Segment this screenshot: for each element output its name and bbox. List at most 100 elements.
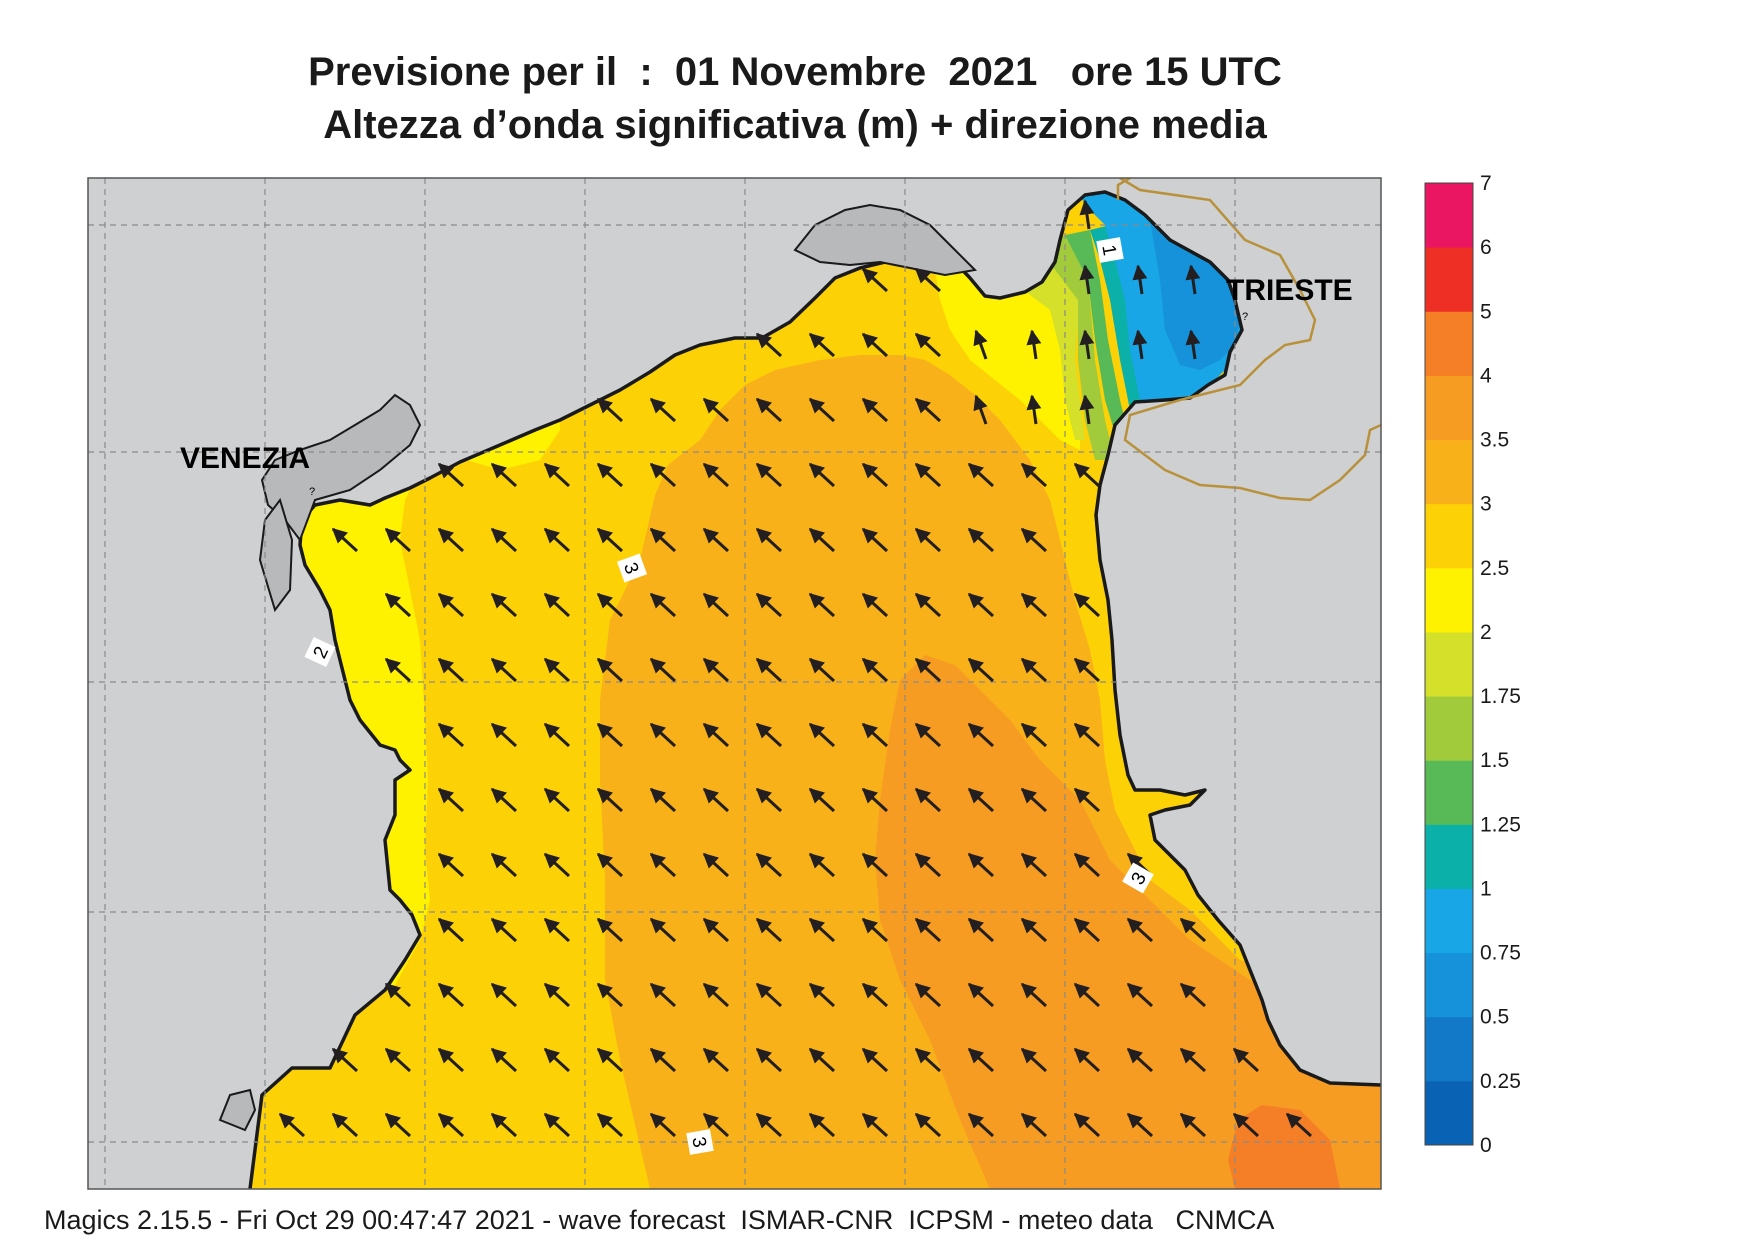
- wave-band-1-1.25: [1090, 225, 1150, 410]
- wave-arrow: [596, 592, 624, 618]
- wave-arrow: [808, 982, 836, 1008]
- wave-arrow: [702, 657, 730, 683]
- map-frame: [87, 177, 1382, 1190]
- legend-swatch: [1425, 696, 1473, 761]
- wave-arrow: [755, 982, 783, 1008]
- wave-arrow: [755, 332, 783, 358]
- wave-arrow: [384, 592, 412, 618]
- wave-arrow: [967, 657, 995, 683]
- wave-arrow: [967, 852, 995, 878]
- wave-arrow: [596, 917, 624, 943]
- wave-arrow: [1073, 657, 1101, 683]
- wave-arrow: [1179, 982, 1207, 1008]
- wave-arrow: [596, 657, 624, 683]
- wave-arrow: [914, 787, 942, 813]
- wave-arrow: [1132, 264, 1148, 295]
- wave-arrow: [543, 462, 571, 488]
- wave-arrow: [490, 787, 518, 813]
- wave-arrow: [861, 722, 889, 748]
- legend-tick-label: 1: [1480, 877, 1492, 900]
- wave-arrow: [649, 462, 677, 488]
- wave-arrow: [1232, 1112, 1260, 1138]
- wave-arrow: [808, 1047, 836, 1073]
- wave-band-4-5: [1228, 1105, 1340, 1189]
- wave-arrow: [808, 397, 836, 423]
- legend-swatch: [1425, 1016, 1473, 1082]
- wave-arrow: [490, 527, 518, 553]
- wave-arrow: [490, 982, 518, 1008]
- wave-arrow: [1020, 1112, 1048, 1138]
- wave-arrow: [384, 1047, 412, 1073]
- wave-arrow: [1179, 917, 1207, 943]
- wave-arrow: [967, 917, 995, 943]
- wave-arrow: [755, 1047, 783, 1073]
- wave-arrow: [596, 462, 624, 488]
- wave-arrow: [702, 1047, 730, 1073]
- map-subtitle: Altezza d’onda significativa (m) + direz…: [323, 103, 1267, 147]
- wave-arrow: [649, 1047, 677, 1073]
- wave-arrow: [490, 462, 518, 488]
- legend-tick-label: 0.5: [1480, 1006, 1509, 1029]
- wave-arrow: [543, 527, 571, 553]
- wave-arrow: [755, 657, 783, 683]
- wave-arrow: [1020, 787, 1048, 813]
- wave-arrow: [1073, 1047, 1101, 1073]
- wave-arrow: [808, 462, 836, 488]
- contour-label: 2: [304, 636, 336, 668]
- venice-lagoon: [260, 393, 422, 543]
- wave-arrow: [914, 267, 942, 293]
- contour-label: 3: [1122, 862, 1154, 894]
- wave-arrow: [755, 527, 783, 553]
- wave-arrow: [649, 852, 677, 878]
- wave-arrow: [1020, 462, 1048, 488]
- wave-arrow: [1020, 722, 1048, 748]
- trieste-marker: ?: [1242, 311, 1248, 323]
- svg-text:1: 1: [1097, 243, 1120, 257]
- wave-arrow: [278, 1112, 306, 1138]
- wave-arrow: [967, 462, 995, 488]
- wave-arrow: [649, 787, 677, 813]
- wave-arrow: [755, 1112, 783, 1138]
- wave-arrow: [755, 462, 783, 488]
- wave-arrow: [1185, 329, 1201, 360]
- wave-arrow: [1079, 199, 1095, 230]
- wave-arrow: [596, 852, 624, 878]
- wave-arrow: [331, 527, 359, 553]
- wave-arrow: [702, 462, 730, 488]
- wave-arrow: [861, 267, 889, 293]
- legend-swatch: [1425, 247, 1473, 312]
- wave-arrow: [596, 397, 624, 423]
- wave-arrow: [808, 332, 836, 358]
- wave-arrow: [914, 917, 942, 943]
- wave-arrow: [914, 527, 942, 553]
- legend-swatch: [1425, 952, 1473, 1018]
- island-lido: [258, 497, 294, 613]
- wave-arrow: [490, 592, 518, 618]
- wave-arrow: [490, 1112, 518, 1138]
- wave-arrow: [861, 527, 889, 553]
- wave-arrow: [967, 527, 995, 553]
- wave-arrow: [649, 722, 677, 748]
- wave-arrow: [1232, 1047, 1260, 1073]
- wave-arrow: [702, 592, 730, 618]
- wave-arrow: [914, 397, 942, 423]
- wave-arrow: [490, 657, 518, 683]
- wave-arrow: [755, 722, 783, 748]
- legend-swatch: [1425, 183, 1473, 248]
- wave-arrow: [1126, 917, 1154, 943]
- wave-arrow: [437, 1112, 465, 1138]
- legend-swatch: [1425, 1080, 1473, 1146]
- legend-swatch: [1425, 375, 1473, 441]
- wave-arrow: [649, 592, 677, 618]
- legend-swatch: [1425, 760, 1473, 825]
- city-label-trieste: TRIESTE: [1226, 274, 1353, 307]
- wave-arrow: [808, 852, 836, 878]
- wave-arrow: [861, 592, 889, 618]
- wave-band-1.25-1.5: [1065, 230, 1130, 450]
- contour-label: 1: [1096, 237, 1124, 263]
- legend-tick-label: 5: [1480, 300, 1492, 323]
- wave-arrow: [755, 592, 783, 618]
- wave-arrow: [914, 852, 942, 878]
- wave-arrow: [914, 1047, 942, 1073]
- wave-arrow: [1079, 329, 1095, 360]
